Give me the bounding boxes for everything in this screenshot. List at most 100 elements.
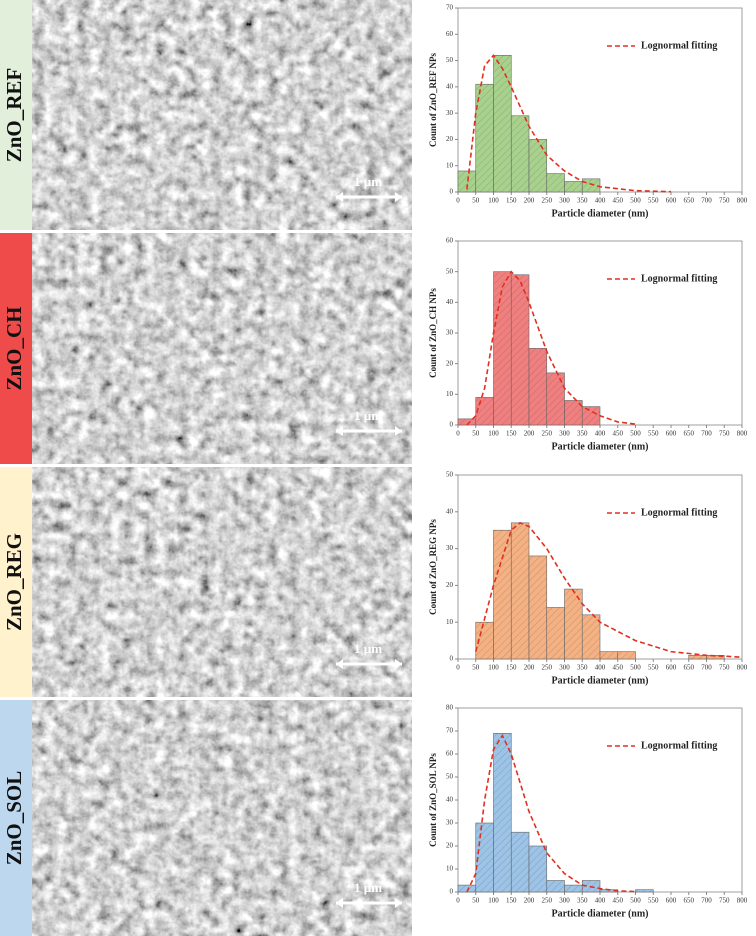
- sem-image: [32, 233, 412, 464]
- x-tick-label: 500: [630, 430, 641, 438]
- x-tick-label: 400: [595, 897, 606, 905]
- x-tick-label: 700: [701, 664, 712, 672]
- scale-bar-arrow: [336, 659, 402, 669]
- bar-hatch: [511, 115, 529, 192]
- scale-bar-label: 1 µm: [354, 641, 382, 656]
- sample-label: ZnO_REF: [2, 68, 26, 163]
- x-tick-label: 650: [684, 197, 695, 205]
- bar-hatch: [582, 614, 600, 659]
- y-tick-label: 20: [446, 359, 454, 367]
- x-tick-label: 150: [506, 897, 517, 905]
- bar-hatch: [546, 372, 565, 425]
- x-tick-label: 450: [613, 897, 624, 905]
- y-tick-label: 80: [446, 704, 454, 712]
- bar-hatch: [458, 418, 476, 425]
- y-tick-label: 30: [446, 544, 454, 552]
- x-tick-label: 0: [456, 197, 460, 205]
- y-tick-label: 20: [446, 842, 454, 850]
- scale-bar-label: 1 µm: [354, 408, 382, 423]
- sem-image: [32, 700, 412, 936]
- x-tick-label: 650: [684, 897, 695, 905]
- x-tick-label: 600: [666, 430, 677, 438]
- bar-hatch: [493, 271, 512, 425]
- x-tick-label: 800: [737, 197, 748, 205]
- x-tick-label: 450: [613, 664, 624, 672]
- x-tick-label: 400: [595, 664, 606, 672]
- x-tick-label: 750: [719, 197, 730, 205]
- bar-hatch: [529, 139, 547, 192]
- x-tick-label: 350: [577, 430, 588, 438]
- x-axis-label: Particle diameter (nm): [552, 675, 649, 686]
- x-tick-label: 400: [595, 430, 606, 438]
- x-tick-label: 200: [524, 430, 535, 438]
- bar-hatch: [546, 173, 565, 192]
- x-tick-label: 50: [472, 897, 480, 905]
- sample-label: ZnO_SOL: [2, 771, 26, 866]
- y-tick-label: 60: [446, 30, 454, 38]
- y-tick-label: 60: [446, 237, 454, 245]
- y-tick-label: 10: [446, 865, 454, 873]
- x-tick-label: 550: [648, 430, 659, 438]
- bar-hatch: [475, 397, 494, 425]
- y-tick-label: 40: [446, 507, 454, 515]
- x-tick-label: 450: [613, 430, 624, 438]
- y-tick-label: 10: [446, 390, 454, 398]
- bar-hatch: [564, 400, 583, 425]
- y-tick-label: 50: [446, 56, 454, 64]
- x-tick-label: 800: [737, 897, 748, 905]
- y-tick-label: 10: [446, 161, 454, 169]
- x-tick-label: 250: [542, 430, 553, 438]
- label-strip: [0, 0, 32, 230]
- x-tick-label: 350: [577, 197, 588, 205]
- x-tick-label: 150: [506, 664, 517, 672]
- x-tick-label: 300: [559, 430, 570, 438]
- legend-label: Lognormal fitting: [641, 273, 717, 284]
- x-tick-label: 200: [524, 197, 535, 205]
- x-axis-label: Particle diameter (nm): [552, 208, 649, 219]
- bar-hatch: [529, 555, 547, 659]
- y-tick-label: 10: [446, 618, 454, 626]
- bar-hatch: [458, 170, 476, 192]
- x-tick-label: 700: [701, 197, 712, 205]
- x-tick-label: 600: [666, 664, 677, 672]
- scale-bar-label: 1 µm: [354, 174, 382, 189]
- y-tick-label: 30: [446, 109, 454, 117]
- y-tick-label: 0: [450, 888, 454, 896]
- x-tick-label: 250: [542, 197, 553, 205]
- bar-hatch: [635, 889, 654, 892]
- fit-curve: [466, 270, 636, 426]
- x-tick-label: 100: [488, 197, 499, 205]
- x-tick-label: 100: [488, 664, 499, 672]
- fit-curve: [466, 733, 636, 893]
- x-axis-label: Particle diameter (nm): [552, 908, 649, 919]
- label-strip: [0, 233, 32, 464]
- bar-hatch: [706, 655, 725, 659]
- x-tick-label: 250: [542, 897, 553, 905]
- y-axis-label: Count of ZnO_REF NPs: [428, 53, 438, 147]
- x-tick-label: 350: [577, 897, 588, 905]
- x-tick-label: 300: [559, 897, 570, 905]
- bar-hatch: [475, 622, 494, 659]
- fit-curve: [474, 521, 743, 658]
- bar-hatch: [617, 651, 636, 659]
- bar-hatch: [546, 880, 565, 892]
- x-tick-label: 750: [719, 664, 730, 672]
- x-tick-label: 50: [472, 197, 480, 205]
- x-tick-label: 50: [472, 664, 480, 672]
- y-axis-label: Count of ZnO_REG NPs: [428, 519, 438, 615]
- x-tick-label: 0: [456, 664, 460, 672]
- x-tick-label: 700: [701, 430, 712, 438]
- bar-hatch: [511, 274, 529, 425]
- x-tick-label: 500: [630, 197, 641, 205]
- x-tick-label: 650: [684, 664, 695, 672]
- x-tick-label: 750: [719, 430, 730, 438]
- x-tick-label: 600: [666, 197, 677, 205]
- bar-hatch: [458, 885, 476, 892]
- y-tick-label: 20: [446, 581, 454, 589]
- scale-bar-arrow: [336, 426, 402, 436]
- bar-hatch: [493, 530, 512, 659]
- legend-label: Lognormal fitting: [641, 40, 717, 51]
- bar-hatch: [475, 823, 494, 892]
- y-axis-label: Count of ZnO_SOL NPs: [428, 753, 438, 847]
